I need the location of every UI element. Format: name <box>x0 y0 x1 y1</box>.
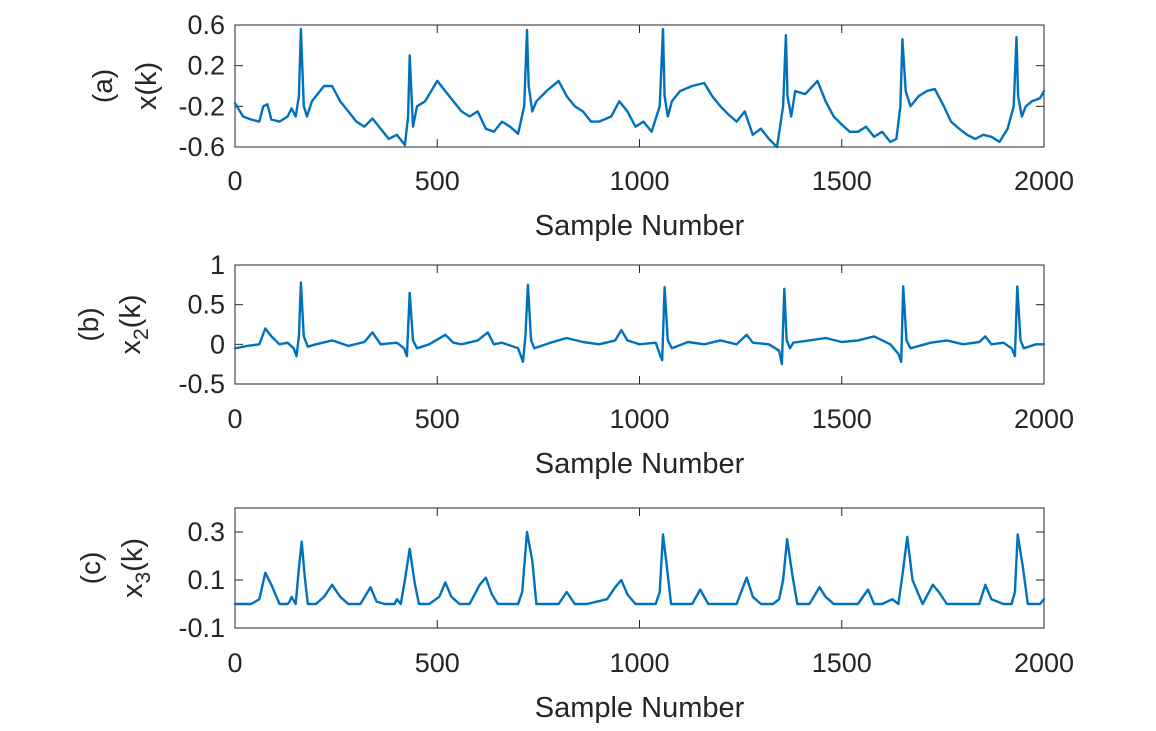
x-tick-label: 1500 <box>812 404 872 434</box>
panel-a: 0 500 1000 1500 2000 -0.6 -0.2 0.2 0.6 Sample Num… <box>87 10 1074 242</box>
y-tick-label: -0.6 <box>178 132 225 162</box>
x-tick-label: 1000 <box>609 648 669 678</box>
panel-c: 0 500 1000 1500 2000 -0.1 0.1 0.3 Sample Number (… <box>75 507 1074 724</box>
x-axis-label: Sample Number <box>535 692 745 724</box>
x-tick-label: 0 <box>227 404 242 434</box>
y-tick-label: 0.2 <box>187 51 225 81</box>
y-tick-label: 0.6 <box>187 10 225 40</box>
y-tick-label: 0.5 <box>187 290 225 320</box>
y-axis-label-suffix: (k) <box>117 538 149 572</box>
y-axis-label: x(k) <box>131 62 163 110</box>
x-tick-label: 500 <box>415 166 460 196</box>
x-tick-label: 500 <box>415 404 460 434</box>
y-axis-label: x2(k) <box>115 294 153 354</box>
y-axis-label-main: x <box>115 340 147 355</box>
x-tick-label: 0 <box>227 166 242 196</box>
x-tick-label: 2000 <box>1014 648 1074 678</box>
y-axis-label-subscript: 2 <box>130 328 153 340</box>
x-tick-label: 2000 <box>1014 166 1074 196</box>
panel-tag: (a) <box>87 69 118 103</box>
x-tick-label: 1500 <box>812 166 872 196</box>
y-axis-label-suffix: (k) <box>115 294 147 328</box>
x-tick-label: 500 <box>415 648 460 678</box>
x-axis-label: Sample Number <box>535 448 745 480</box>
panel-tag: (b) <box>73 307 104 341</box>
x-axis-label: Sample Number <box>535 210 745 242</box>
y-tick-label: 1 <box>210 250 225 280</box>
x-tick-label: 1500 <box>812 648 872 678</box>
x-tick-label: 2000 <box>1014 404 1074 434</box>
y-tick-label: -0.5 <box>178 369 225 399</box>
x-tick-label: 0 <box>227 648 242 678</box>
panel-tag: (c) <box>75 552 106 585</box>
x-tick-label: 1000 <box>609 404 669 434</box>
plot-frame <box>234 507 1045 629</box>
series-line <box>233 281 1046 366</box>
y-tick-label: -0.2 <box>178 91 225 121</box>
series-line <box>233 27 1046 149</box>
y-tick-label: 0.3 <box>187 517 225 547</box>
y-tick-label: -0.1 <box>178 613 225 643</box>
y-axis-label-main: x <box>117 583 149 598</box>
x-tick-label: 1000 <box>609 166 669 196</box>
plot-frame <box>234 24 1045 148</box>
y-axis-label: x3(k) <box>117 538 155 598</box>
y-axis-label-subscript: 3 <box>132 572 155 584</box>
y-axis-label-main: x(k) <box>131 62 163 110</box>
y-tick-label: 0 <box>210 329 225 359</box>
plot-frame <box>234 264 1045 385</box>
series-line <box>233 530 1046 606</box>
y-tick-label: 0.1 <box>187 565 225 595</box>
